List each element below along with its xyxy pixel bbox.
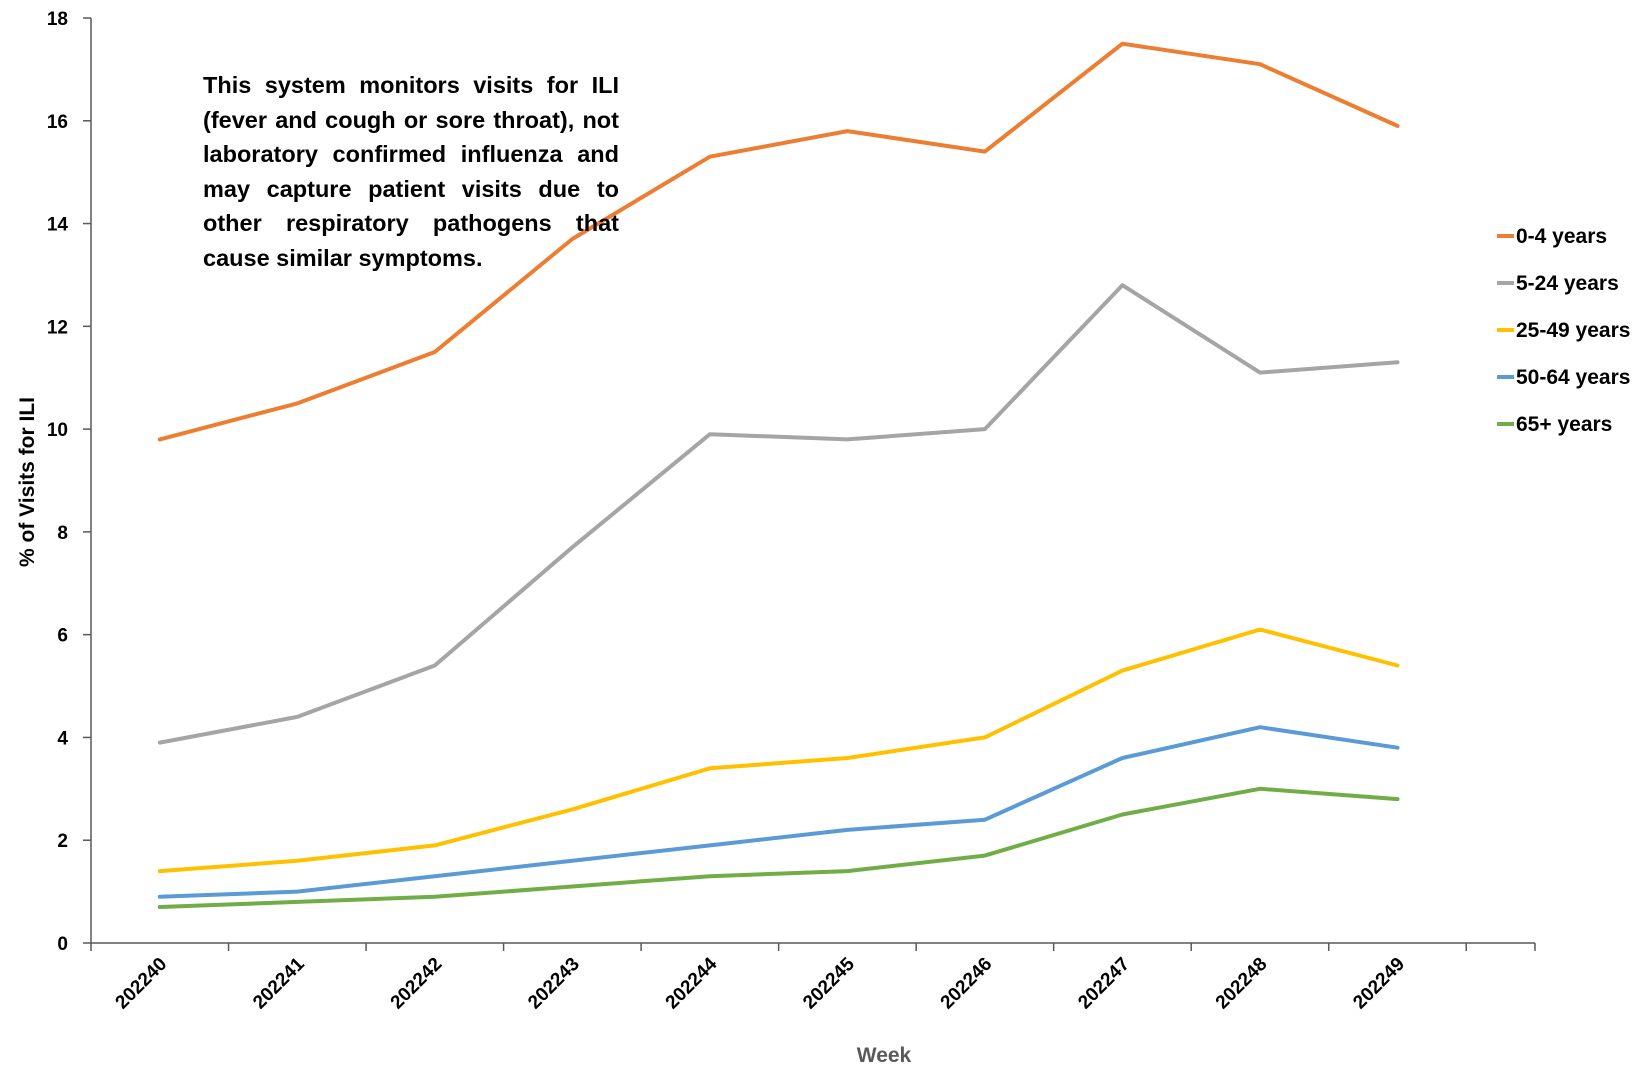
y-tick-label: 8 — [57, 523, 68, 544]
x-tick-label: 202247 — [1074, 954, 1134, 1014]
x-axis-ticks: 202240 202241 202242 202243 202244 202245 2022… — [90, 943, 1536, 1014]
y-axis-ticks: 0 2 4 6 8 10 12 14 16 18 — [47, 9, 91, 955]
x-tick-label: 202246 — [937, 954, 997, 1014]
y-axis-title: % of Visits for ILI — [16, 397, 39, 567]
series-line-50-64-years — [157, 725, 1400, 899]
x-tick-label: 202245 — [799, 953, 859, 1013]
y-tick-label: 0 — [57, 934, 68, 955]
series-line-65plus-years — [157, 786, 1400, 909]
y-tick-label: 18 — [47, 9, 68, 30]
y-tick-label: 10 — [47, 420, 68, 441]
legend-label-25-49-years: 25-49 years — [1516, 319, 1630, 342]
chart-annotation: This system monitors visits for ILI (fev… — [203, 72, 619, 271]
y-tick-label: 14 — [47, 215, 69, 236]
y-tick-label: 6 — [57, 626, 68, 647]
x-tick-label: 202240 — [112, 954, 172, 1014]
legend-label-50-64-years: 50-64 years — [1516, 366, 1630, 389]
legend-label-0-4-years: 0-4 years — [1516, 225, 1607, 248]
legend-label-5-24-years: 5-24 years — [1516, 272, 1619, 295]
x-tick-label: 202241 — [249, 953, 309, 1013]
x-tick-label: 202244 — [662, 953, 722, 1013]
legend: 0-4 years 5-24 years 25-49 years 50-64 year… — [1497, 225, 1630, 436]
series-line-0-4-years — [157, 41, 1400, 442]
legend-label-65plus-years: 65+ years — [1516, 413, 1612, 436]
y-tick-label: 12 — [47, 317, 68, 338]
series-line-5-24-years — [157, 283, 1400, 745]
x-tick-label: 202243 — [524, 954, 584, 1014]
axes — [90, 18, 1535, 944]
series-lines — [157, 41, 1400, 909]
x-axis-title: Week — [857, 1044, 912, 1067]
y-tick-label: 2 — [57, 831, 68, 852]
series-line-25-49-years — [157, 627, 1400, 874]
x-tick-label: 202242 — [387, 954, 447, 1014]
y-tick-label: 4 — [57, 728, 68, 749]
x-tick-label: 202248 — [1212, 954, 1272, 1014]
x-tick-label: 202249 — [1349, 954, 1409, 1014]
y-tick-label: 16 — [47, 112, 68, 133]
